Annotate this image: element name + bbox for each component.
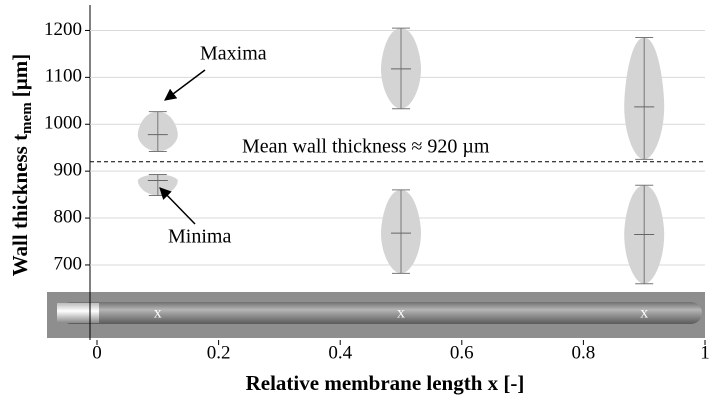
strip-label: x <box>154 305 162 322</box>
x-tick-label: 0.8 <box>572 342 596 363</box>
x-axis-title: Relative membrane length x [-] <box>246 371 525 395</box>
y-axis-title: Wall thickness tmem[µm] <box>8 54 36 277</box>
y-tick-label: 800 <box>54 206 83 227</box>
minima-arrow <box>159 187 196 225</box>
maxima-arrow <box>164 69 206 101</box>
x-tick-label: 0.6 <box>450 342 474 363</box>
x-tick-label: 0.2 <box>207 342 231 363</box>
photo-strip <box>47 292 705 338</box>
mean-annotation: Mean wall thickness ≈ 920 µm <box>242 135 490 157</box>
y-tick-label: 1000 <box>44 113 82 134</box>
x-tick-label: 1 <box>700 342 710 363</box>
y-tick-label: 1200 <box>44 19 82 40</box>
minima-label: Minima <box>168 226 231 248</box>
y-tick-label: 700 <box>54 253 83 274</box>
maxima-label: Maxima <box>200 43 267 65</box>
y-tick-label: 1100 <box>45 66 82 87</box>
x-tick-label: 0.4 <box>328 342 352 363</box>
strip-label: x <box>640 305 648 322</box>
strip-label: x <box>397 305 405 322</box>
y-tick-label: 900 <box>54 160 83 181</box>
x-tick-label: 0 <box>92 342 102 363</box>
